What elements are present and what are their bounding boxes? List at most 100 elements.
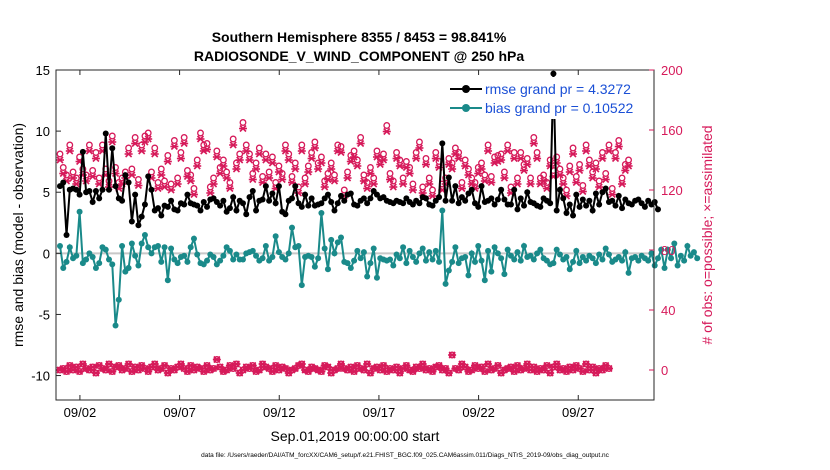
obs-assimilated-point bbox=[346, 157, 355, 166]
rmse-point bbox=[341, 197, 348, 204]
obs-assimilated-point bbox=[55, 156, 64, 164]
obs-low-assimilated-point bbox=[124, 360, 133, 368]
obs-assimilated-point bbox=[304, 168, 313, 176]
bias-point bbox=[115, 296, 122, 303]
obs-assimilated-point bbox=[278, 175, 287, 184]
rmse-point bbox=[174, 207, 181, 214]
bias-point bbox=[76, 208, 83, 215]
obs-assimilated-point bbox=[363, 184, 372, 193]
legend-box bbox=[443, 77, 648, 119]
rmse-point bbox=[654, 206, 661, 213]
obs-possible-point bbox=[383, 122, 391, 129]
rmse-point bbox=[400, 200, 407, 207]
obs-assimilated-point bbox=[399, 180, 408, 188]
rmse-point bbox=[436, 194, 443, 201]
obs-assimilated-point bbox=[618, 180, 627, 188]
bias-point bbox=[138, 240, 145, 247]
obs-possible-point bbox=[415, 138, 423, 146]
bias-point bbox=[387, 256, 394, 263]
obs-possible-point bbox=[174, 174, 182, 182]
obs-assimilated-point bbox=[297, 147, 306, 155]
bias-point bbox=[668, 255, 675, 262]
y-left-axis-ticks: -10 -5 0 5 10 15 bbox=[31, 63, 61, 384]
obs-possible-point bbox=[69, 168, 77, 176]
obs-low-assimilated-point bbox=[582, 360, 591, 368]
rmse-point bbox=[609, 197, 616, 204]
obs-possible-point bbox=[301, 174, 309, 182]
obs-assimilated-point bbox=[415, 144, 424, 152]
obs-assimilated-point bbox=[196, 135, 205, 143]
bias-point bbox=[521, 243, 528, 249]
rmse-point bbox=[478, 183, 485, 190]
obs-possible-point bbox=[134, 176, 142, 183]
obs-assimilated-point bbox=[154, 184, 163, 193]
bias-point bbox=[511, 256, 518, 263]
obs-possible-point bbox=[210, 174, 218, 182]
rmse-point bbox=[338, 192, 345, 199]
y-right-axis-ticks: 0 40 80 120 160 200 bbox=[649, 63, 683, 378]
rmse-point bbox=[583, 202, 590, 209]
obs-possible-point bbox=[608, 185, 616, 192]
rmse-point bbox=[272, 200, 279, 207]
obs-possible-point bbox=[360, 171, 368, 179]
bias-point bbox=[132, 252, 139, 259]
rmse-point bbox=[511, 186, 518, 193]
bias-point bbox=[501, 271, 508, 278]
rmse-point bbox=[524, 189, 531, 196]
y-right-tick-label: 200 bbox=[661, 63, 683, 78]
bias-point bbox=[576, 260, 583, 267]
obs-assimilated-point bbox=[193, 162, 202, 170]
y-left-tick-label: -5 bbox=[38, 307, 50, 322]
bias-point bbox=[204, 257, 211, 264]
rmse-point bbox=[455, 200, 462, 207]
obs-possible-point bbox=[144, 129, 152, 137]
obs-assimilated-point bbox=[503, 147, 512, 155]
bias-point bbox=[92, 265, 99, 271]
obs-assimilated-point bbox=[180, 139, 189, 148]
obs-assimilated-point bbox=[467, 180, 476, 188]
obs-possible-point bbox=[265, 168, 273, 176]
rmse-point bbox=[249, 188, 256, 194]
y-right-tick-label: 120 bbox=[661, 183, 683, 198]
bias-point bbox=[664, 246, 671, 253]
bias-point bbox=[269, 254, 276, 260]
obs-possible-point bbox=[386, 170, 394, 177]
obs-possible-point bbox=[242, 141, 250, 149]
obs-possible-point bbox=[527, 174, 534, 182]
obs-assimilated-point bbox=[301, 180, 310, 188]
rmse-point bbox=[292, 183, 299, 190]
obs-possible-point bbox=[148, 168, 155, 176]
bias-point bbox=[364, 273, 371, 280]
obs-possible-point bbox=[399, 174, 407, 182]
obs-assimilated-point bbox=[274, 168, 283, 176]
rmse-point bbox=[488, 195, 495, 202]
obs-possible-point bbox=[592, 159, 600, 167]
obs-assimilated-point bbox=[382, 127, 391, 136]
bias-point bbox=[445, 267, 452, 274]
y-left-tick-label: -10 bbox=[31, 369, 50, 384]
obs-assimilated-point bbox=[497, 156, 506, 164]
bias-point bbox=[135, 262, 142, 269]
obs-assimilated-point bbox=[232, 165, 241, 173]
bias-point bbox=[429, 256, 436, 263]
rmse-point bbox=[521, 202, 528, 209]
obs-possible-point bbox=[579, 182, 587, 189]
bias-point bbox=[128, 240, 135, 247]
rmse-point bbox=[262, 183, 269, 190]
obs-possible-point bbox=[553, 153, 561, 161]
obs-possible-point bbox=[451, 144, 459, 152]
title-line-1: Southern Hemisphere 8355 / 8453 = 98.841… bbox=[212, 29, 507, 45]
obs-assimilated-point bbox=[150, 150, 159, 158]
rmse-point bbox=[282, 211, 289, 218]
obs-possible-point bbox=[298, 141, 306, 149]
obs-possible-point bbox=[487, 173, 495, 180]
x-tick-label: 09/22 bbox=[462, 405, 495, 420]
bias-point bbox=[141, 232, 148, 238]
obs-possible-point bbox=[190, 185, 198, 192]
bias-point bbox=[602, 245, 609, 252]
obs-assimilated-point bbox=[69, 174, 78, 182]
rmse-point bbox=[367, 195, 374, 202]
obs-possible-point bbox=[530, 134, 538, 141]
obs-possible-point bbox=[582, 141, 590, 149]
obs-possible-point bbox=[193, 156, 201, 164]
